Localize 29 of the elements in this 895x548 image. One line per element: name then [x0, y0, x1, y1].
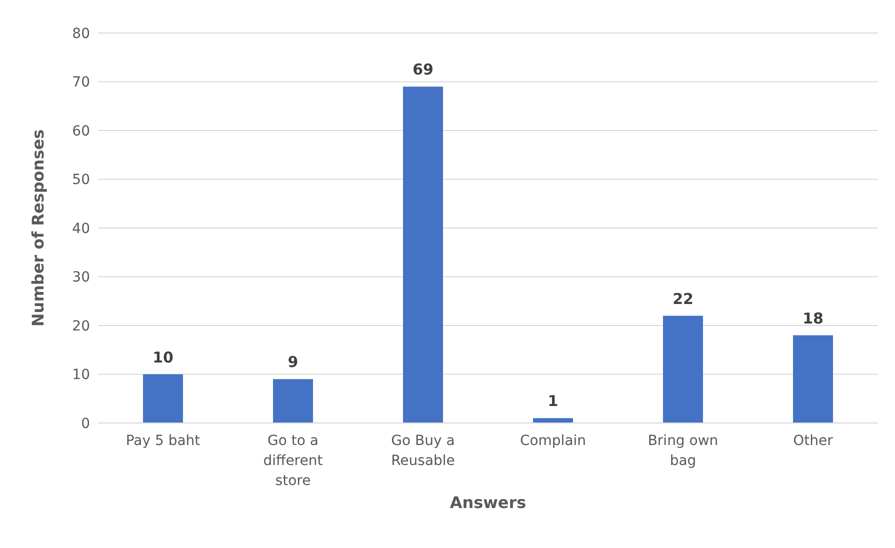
y-axis-title: Number of Responses	[28, 129, 48, 327]
x-tick-label: Other	[793, 433, 834, 449]
bar	[403, 86, 443, 423]
y-tick-label: 0	[81, 416, 90, 432]
y-tick-label: 30	[72, 270, 90, 286]
y-tick-label: 40	[72, 220, 90, 237]
x-tick-label: Pay 5 baht	[126, 433, 201, 449]
y-tick-label: 50	[72, 172, 90, 188]
data-label: 69	[412, 60, 434, 79]
x-tick-label: Go Buy a Reusable	[391, 433, 455, 469]
data-label: 1	[548, 392, 558, 410]
x-tick-label: Go to a different store	[263, 433, 324, 489]
x-axis-title: Answers	[450, 493, 526, 512]
bar	[143, 374, 183, 423]
bar	[533, 418, 573, 423]
x-tick-label: Bring own bag	[648, 433, 718, 469]
y-tick-label: 20	[72, 318, 90, 334]
bar	[793, 335, 833, 423]
y-tick-label: 70	[72, 74, 90, 91]
data-label: 18	[802, 309, 824, 328]
bar	[663, 316, 703, 423]
y-tick-label: 60	[72, 123, 90, 140]
data-label: 9	[288, 353, 298, 372]
data-label: 10	[152, 348, 174, 366]
bar	[273, 379, 313, 423]
data-label: 22	[672, 290, 694, 308]
x-tick-label: Complain	[520, 433, 586, 449]
y-tick-label: 10	[72, 367, 90, 384]
y-tick-label: 80	[72, 26, 90, 42]
